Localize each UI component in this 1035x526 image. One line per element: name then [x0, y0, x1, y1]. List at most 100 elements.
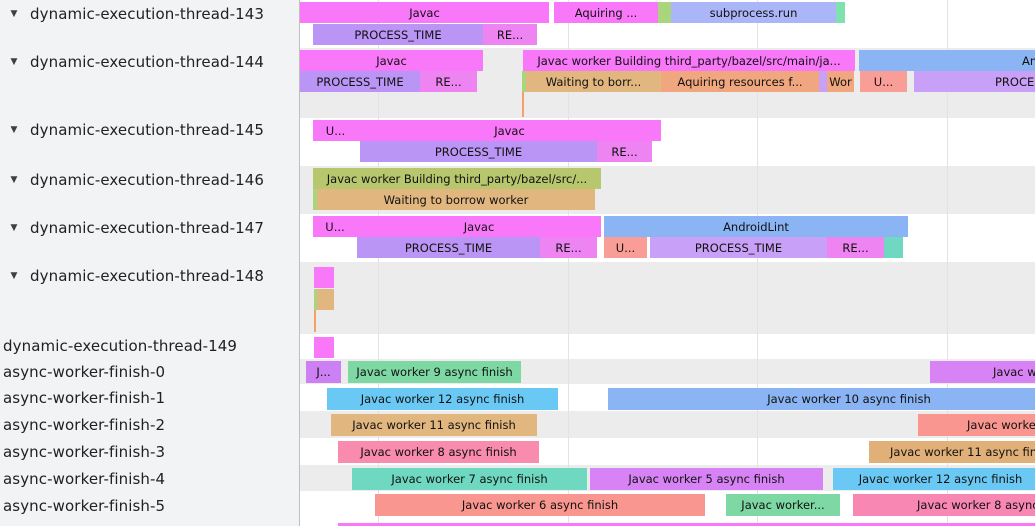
slice-label: PROCESS_TIME [694, 240, 783, 255]
sidebar-item-async-worker-finish-3[interactable]: async-worker-finish-3 [0, 443, 299, 461]
trace-slice[interactable]: Wor [827, 71, 854, 92]
slice-label: RE... [555, 240, 582, 255]
trace-slice[interactable]: Javac [358, 120, 661, 141]
trace-slice[interactable]: Javac worker Building third_party/bazel/… [523, 50, 855, 71]
trace-slice[interactable]: Aquiring ... [554, 2, 658, 23]
trace-slice[interactable] [313, 189, 317, 210]
collapse-triangle-icon[interactable]: ▼ [10, 125, 18, 135]
trace-slice[interactable]: Javac [357, 216, 601, 237]
trace-slice[interactable]: Javac worker 6 async finish [375, 494, 705, 516]
slice-label: Javac [376, 53, 407, 68]
trace-slice[interactable]: Waiting to borrow worker [317, 189, 595, 210]
trace-slice[interactable] [314, 267, 334, 288]
slice-label: AndroidLint [1022, 53, 1035, 68]
slice-label: Aquiring ... [574, 5, 638, 20]
sidebar-item-dynamic-execution-thread-147[interactable]: ▼ dynamic-execution-thread-147 [0, 219, 299, 237]
trace-slice[interactable]: RE... [483, 24, 537, 45]
trace-slice[interactable]: PROCESS_TIME [300, 71, 420, 92]
trace-slice[interactable]: U... [860, 71, 907, 92]
trace-slice[interactable]: Javac worker 12 async finish [833, 468, 1035, 490]
slice-label: Aquiring resources f... [677, 74, 803, 89]
track-name-label: async-worker-finish-5 [3, 497, 166, 515]
trace-slice[interactable]: PROCESS_TIME [914, 71, 1035, 92]
collapse-triangle-icon[interactable]: ▼ [10, 57, 18, 67]
collapse-triangle-icon[interactable]: ▼ [10, 271, 18, 281]
trace-slice[interactable] [884, 237, 903, 258]
sidebar-item-async-worker-finish-2[interactable]: async-worker-finish-2 [0, 416, 299, 434]
trace-slice[interactable]: Javac worker 5 async finish [590, 468, 823, 490]
trace-slice[interactable]: Javac [300, 2, 549, 23]
sidebar-item-dynamic-execution-thread-144[interactable]: ▼ dynamic-execution-thread-144 [0, 53, 299, 71]
trace-slice[interactable]: subprocess.run [671, 2, 836, 23]
slice-label: Javac worker 8 async finish [917, 498, 1035, 512]
trace-slice[interactable]: Javac worker 10 async finish [608, 388, 1035, 410]
track-name-label: async-worker-finish-2 [3, 416, 166, 434]
track-name-label: async-worker-finish-4 [3, 470, 166, 488]
trace-slice[interactable]: Javac worker Building third_party/bazel/… [313, 168, 601, 189]
sidebar-item-dynamic-execution-thread-143[interactable]: ▼ dynamic-execution-thread-143 [0, 5, 299, 23]
trace-slice[interactable]: PROCESS_TIME [313, 24, 483, 45]
trace-slice[interactable] [338, 523, 1035, 526]
trace-slice[interactable] [836, 2, 845, 23]
trace-slice[interactable]: Javac worker 11 async finish [869, 441, 1035, 463]
trace-slice[interactable]: Waiting to borr... [526, 71, 661, 92]
trace-slice[interactable]: Aquiring resources f... [661, 71, 819, 92]
collapse-triangle-icon[interactable]: ▼ [10, 223, 18, 233]
slice-label: Waiting to borrow worker [383, 192, 529, 207]
sidebar-item-dynamic-execution-thread-149[interactable]: dynamic-execution-thread-149 [0, 337, 299, 355]
sidebar-item-dynamic-execution-thread-148[interactable]: ▼ dynamic-execution-thread-148 [0, 267, 299, 285]
trace-slice[interactable] [819, 71, 827, 92]
slice-label: RE... [496, 27, 524, 42]
trace-slice[interactable]: Javac worker... [726, 494, 840, 516]
trace-slice[interactable]: J... [306, 361, 341, 383]
collapse-triangle-icon[interactable]: ▼ [10, 9, 18, 19]
slice-label: PROCESS_TIME [434, 144, 523, 159]
track-name-label: dynamic-execution-thread-146 [30, 171, 265, 189]
track-name-label: dynamic-execution-thread-148 [30, 267, 265, 285]
trace-slice[interactable]: Javac worker 12 async finish [327, 388, 558, 410]
sidebar-item-dynamic-execution-thread-145[interactable]: ▼ dynamic-execution-thread-145 [0, 121, 299, 139]
trace-slice[interactable] [522, 71, 526, 92]
trace-slice[interactable] [314, 337, 334, 358]
slice-label: Javac worker 9 async finish [356, 365, 513, 379]
trace-slice[interactable]: AndroidLint [859, 50, 1035, 71]
sidebar-item-async-worker-finish-4[interactable]: async-worker-finish-4 [0, 470, 299, 488]
trace-slice[interactable]: Javac worker 9 async finish [348, 361, 521, 383]
track-row-overflow-partial-row [300, 518, 1035, 526]
sidebar-item-async-worker-finish-1[interactable]: async-worker-finish-1 [0, 389, 299, 407]
trace-slice[interactable]: RE... [420, 71, 477, 92]
collapse-triangle-icon[interactable]: ▼ [10, 175, 18, 185]
time-gridline [568, 0, 569, 526]
trace-slice[interactable] [314, 289, 317, 310]
sidebar-item-async-worker-finish-0[interactable]: async-worker-finish-0 [0, 363, 299, 381]
trace-slice[interactable]: Javac worker 8 async finish [853, 494, 1035, 516]
trace-slice[interactable]: Javac worker 7 async finish [352, 468, 587, 490]
trace-slice[interactable]: Javac worker... [918, 414, 1035, 436]
slice-label: PROCESS_TIME [354, 27, 442, 42]
trace-slice[interactable]: U... [313, 120, 358, 141]
trace-slice[interactable]: Javac [300, 50, 483, 71]
trace-slice[interactable]: PROCESS_TIME [360, 141, 597, 162]
trace-slice[interactable]: Javac worker... [930, 361, 1035, 383]
sidebar-item-dynamic-execution-thread-146[interactable]: ▼ dynamic-execution-thread-146 [0, 171, 299, 189]
trace-slice[interactable]: PROCESS_TIME [650, 237, 827, 258]
trace-slice[interactable]: RE... [827, 237, 884, 258]
sidebar-item-async-worker-finish-5[interactable]: async-worker-finish-5 [0, 497, 299, 515]
trace-slice[interactable]: PROCESS_TIME [357, 237, 540, 258]
trace-slice[interactable]: RE... [540, 237, 597, 258]
trace-slice[interactable]: Javac worker 8 async finish [338, 441, 539, 463]
trace-slice[interactable]: AndroidLint [604, 216, 908, 237]
slice-label: U... [325, 123, 346, 138]
track-row-dynamic-execution-thread-149 [300, 334, 1035, 359]
slice-label: U... [873, 74, 894, 89]
slice-label: Javac worker 12 async finish [360, 392, 525, 406]
trace-slice[interactable] [317, 289, 334, 310]
trace-slice[interactable] [658, 2, 671, 23]
trace-slice[interactable]: Javac worker 11 async finish [331, 414, 537, 436]
slice-label: Waiting to borr... [545, 74, 642, 89]
trace-slice[interactable]: U... [313, 216, 357, 237]
trace-slice[interactable]: RE... [597, 141, 652, 162]
trace-slice[interactable]: U... [604, 237, 647, 258]
